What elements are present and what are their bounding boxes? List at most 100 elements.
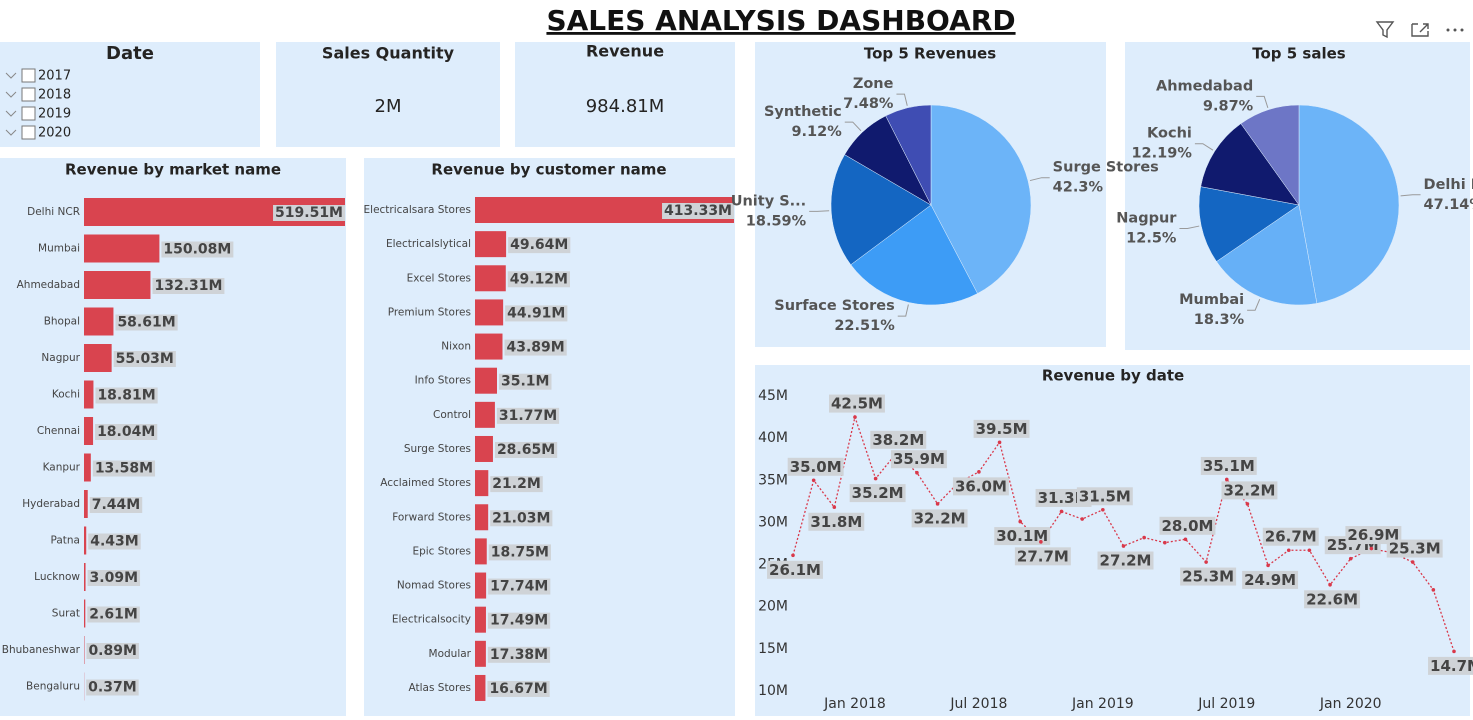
data-label: 4.43M: [90, 534, 138, 550]
data-label-box: [1097, 551, 1154, 570]
slicer-option[interactable]: 2019: [38, 107, 71, 122]
data-label-group: 519.51M: [273, 205, 345, 221]
data-label-box: [849, 484, 906, 503]
data-label: 30.1M: [996, 527, 1048, 545]
checkbox[interactable]: [21, 68, 36, 83]
data-label-group: 28.65M: [494, 441, 558, 458]
point: [1410, 560, 1415, 564]
x-tick-label: Jan 2018: [823, 696, 886, 712]
data-label: 7.44M: [92, 497, 140, 513]
bar: [475, 333, 503, 360]
data-label-group: 27.2M: [1097, 551, 1154, 570]
card-value: 984.81M: [586, 96, 665, 117]
data-label: 58.61M: [117, 315, 175, 331]
line: [792, 414, 1455, 652]
leader-line: [1029, 177, 1050, 182]
pie-slice: [850, 204, 978, 306]
focus-icon[interactable]: [1411, 23, 1429, 37]
data-label-group: 0.89M: [86, 643, 139, 659]
y-tick-label: Bengaluru: [26, 681, 80, 693]
pie-value-label: 12.19%: [1131, 146, 1192, 162]
chart-title: Revenue by customer name: [431, 161, 666, 179]
data-label-group: 55.03M: [113, 351, 176, 367]
point: [915, 470, 919, 475]
leader-line: [1400, 194, 1421, 197]
slicer-panel: [0, 42, 260, 147]
toolbar-icons[interactable]: [1375, 21, 1464, 39]
bar: [84, 344, 112, 372]
data-label-box: [767, 560, 823, 579]
data-label-group: 58.61M: [115, 314, 178, 331]
point: [997, 440, 1002, 445]
data-label-group: 31.5M: [1076, 487, 1133, 506]
data-label-group: 16.67M: [487, 680, 550, 697]
data-label-group: 21.2M: [490, 476, 543, 493]
point: [1142, 535, 1146, 540]
data-label-box: [88, 533, 141, 550]
y-tick-label: 20M: [758, 599, 788, 615]
y-tick-label: Electricalslytical: [386, 238, 471, 250]
bar: [475, 299, 504, 326]
data-label: 35.2M: [852, 484, 904, 502]
y-tick-label: 35M: [758, 472, 788, 488]
more-icon[interactable]: [1446, 28, 1464, 32]
data-label-group: 22.6M: [1304, 590, 1361, 609]
data-label-box: [87, 570, 141, 586]
data-label: 38.2M: [872, 431, 924, 449]
pie-slice: [1216, 204, 1318, 306]
checkbox[interactable]: [21, 106, 36, 121]
checkbox[interactable]: [21, 87, 36, 102]
pie-value-label: 12.5%: [1126, 231, 1177, 247]
data-label-box: [1014, 547, 1071, 566]
data-label-box: [1180, 567, 1237, 586]
data-label-group: 18.81M: [95, 387, 158, 404]
slicer-option[interactable]: 2020: [38, 126, 71, 141]
pie-slice: [1240, 104, 1300, 206]
data-label-group: 25.3M: [1180, 567, 1237, 586]
point: [1204, 560, 1208, 564]
data-label: 150.08M: [163, 242, 231, 258]
bar: [475, 674, 486, 701]
y-tick-label: Lucknow: [34, 571, 80, 583]
y-tick-label: Acclaimed Stores: [380, 477, 471, 489]
bar: [475, 435, 493, 462]
bar: [475, 265, 506, 292]
data-label: 17.49M: [490, 613, 548, 629]
data-label-box: [487, 646, 551, 663]
pie-label: Surge Stores: [1053, 160, 1159, 176]
data-label-box: [994, 527, 1051, 546]
point: [977, 470, 981, 474]
bar: [84, 563, 86, 591]
data-label-box: [911, 509, 968, 528]
data-label-group: 21.03M: [490, 510, 553, 527]
bar: [475, 401, 495, 428]
data-label: 35.1M: [1203, 457, 1255, 475]
y-tick-label: Chennai: [37, 425, 80, 437]
bar: [475, 470, 489, 497]
data-label-box: [662, 203, 734, 219]
slicer-option[interactable]: 2017: [38, 69, 71, 84]
data-label: 27.2M: [1100, 552, 1152, 570]
filter-icon[interactable]: [1375, 21, 1395, 39]
y-tick-label: Mumbai: [38, 243, 80, 255]
leader-line: [896, 93, 908, 106]
data-label: 22.6M: [1306, 590, 1358, 608]
y-tick-label: Bhubaneshwar: [2, 644, 81, 656]
y-tick-label: Delhi NCR: [27, 206, 80, 218]
data-label-box: [89, 497, 143, 513]
data-label-group: 3.09M: [87, 570, 141, 586]
y-tick-label: Excel Stores: [407, 272, 471, 284]
pie-slice: [830, 154, 932, 266]
data-label-box: [494, 441, 558, 458]
leader-line: [1179, 225, 1200, 230]
bar: [475, 572, 487, 599]
slicer-option[interactable]: 2018: [38, 88, 71, 103]
checkbox[interactable]: [21, 125, 36, 140]
point: [1286, 548, 1291, 553]
data-label: 26.9M: [1347, 526, 1399, 544]
card-title: Revenue: [586, 42, 664, 61]
data-label-group: 35.2M: [849, 484, 906, 503]
data-label: 31.3M: [1038, 489, 1090, 507]
data-label-box: [890, 450, 947, 469]
data-label: 35.1M: [501, 374, 549, 390]
